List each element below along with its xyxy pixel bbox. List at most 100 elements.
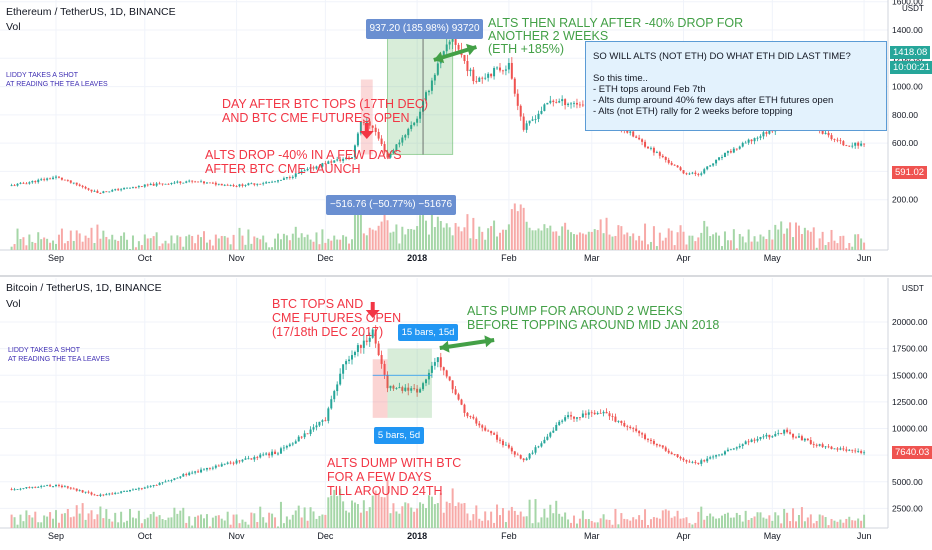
btc-volume-bar bbox=[496, 504, 499, 528]
eth-candle bbox=[253, 183, 256, 185]
btc-candle bbox=[117, 492, 120, 494]
btc-volume-bar bbox=[561, 516, 564, 528]
btc-volume-bar bbox=[114, 512, 117, 528]
btc-volume-bar bbox=[667, 510, 670, 528]
btc-candle bbox=[324, 420, 327, 422]
eth-candle bbox=[655, 152, 658, 153]
btc-candle bbox=[439, 357, 442, 368]
btc-candle bbox=[75, 488, 78, 491]
btc-candle bbox=[833, 448, 836, 450]
btc-month-label: 2018 bbox=[407, 531, 427, 541]
eth-candle bbox=[262, 183, 265, 185]
eth-volume-bar bbox=[40, 239, 43, 250]
eth-volume-bar bbox=[670, 230, 673, 250]
btc-volume-bar bbox=[664, 509, 667, 528]
btc-volume-bar bbox=[214, 515, 217, 528]
eth-volume-bar bbox=[510, 209, 513, 250]
btc-candle bbox=[797, 436, 800, 438]
eth-volume-bar bbox=[735, 248, 738, 250]
eth-volume-bar bbox=[223, 236, 226, 250]
btc-volume-bar bbox=[564, 512, 567, 528]
btc-volume-bar bbox=[395, 511, 398, 528]
btc-month-label: Oct bbox=[138, 531, 153, 541]
btc-volume-bar bbox=[49, 512, 52, 528]
btc-volume-bar bbox=[652, 517, 655, 528]
btc-candle bbox=[478, 423, 481, 426]
eth-month-label: 2018 bbox=[407, 253, 427, 263]
btc-volume-bar bbox=[584, 519, 587, 528]
eth-candle bbox=[436, 63, 439, 75]
eth-volume-bar bbox=[842, 235, 845, 250]
eth-volume-bar bbox=[208, 239, 211, 250]
eth-volume-bar bbox=[578, 232, 581, 250]
eth-volume-bar bbox=[238, 227, 241, 250]
btc-candle bbox=[149, 485, 152, 487]
bottom-axis-currency: USDT bbox=[902, 284, 924, 293]
btc-volume-bar bbox=[158, 515, 161, 528]
btc-volume-bar bbox=[25, 510, 28, 528]
eth-candle bbox=[504, 69, 507, 71]
eth-candle bbox=[37, 179, 40, 183]
eth-volume-bar bbox=[16, 228, 19, 250]
eth-volume-bar bbox=[691, 235, 694, 250]
btc-volume-bar bbox=[519, 511, 522, 528]
btc-candle bbox=[126, 491, 129, 492]
eth-month-label: Mar bbox=[584, 253, 600, 263]
eth-candle bbox=[173, 182, 176, 184]
btc-volume-bar bbox=[587, 519, 590, 528]
eth-volume-bar bbox=[282, 233, 285, 250]
btc-candle bbox=[90, 492, 93, 495]
eth-candle bbox=[194, 181, 197, 183]
eth-volume-bar bbox=[46, 238, 49, 250]
eth-volume-bar bbox=[75, 230, 78, 250]
btc-candle bbox=[356, 345, 359, 352]
eth-volume-bar bbox=[448, 227, 451, 250]
eth-volume-bar bbox=[632, 233, 635, 250]
btc-candle bbox=[217, 465, 220, 467]
btc-candle bbox=[40, 486, 43, 487]
eth-volume-bar bbox=[528, 227, 531, 250]
btc-volume-bar bbox=[854, 520, 857, 528]
eth-candle bbox=[120, 189, 123, 191]
btc-volume-bar bbox=[427, 495, 430, 528]
eth-candle bbox=[155, 183, 158, 186]
btc-volume-bar bbox=[475, 505, 478, 528]
btc-volume-bar bbox=[131, 517, 134, 528]
eth-candle bbox=[531, 119, 534, 121]
eth-candle bbox=[481, 77, 484, 79]
btc-volume-bar bbox=[792, 508, 795, 528]
btc-candle bbox=[235, 460, 238, 464]
eth-volume-bar bbox=[475, 239, 478, 250]
btc-candle bbox=[13, 489, 16, 491]
btc-candle bbox=[641, 433, 644, 435]
eth-volume-bar bbox=[501, 229, 504, 250]
btc-volume-bar bbox=[738, 514, 741, 528]
eth-volume-bar bbox=[353, 208, 356, 250]
eth-month-label: Feb bbox=[501, 253, 517, 263]
btc-volume-bar bbox=[525, 516, 528, 528]
eth-candle bbox=[386, 152, 389, 158]
eth-volume-bar bbox=[318, 244, 321, 250]
eth-candle bbox=[543, 104, 546, 111]
btc-candle bbox=[457, 394, 460, 400]
eth-candle bbox=[863, 143, 866, 145]
eth-candle bbox=[632, 131, 635, 137]
eth-volume-bar bbox=[377, 225, 380, 250]
eth-volume-bar bbox=[797, 225, 800, 250]
btc-volume-bar bbox=[558, 513, 561, 528]
eth-volume-bar bbox=[158, 246, 161, 250]
btc-candle bbox=[55, 485, 57, 487]
btc-volume-bar bbox=[140, 523, 143, 528]
btc-candle bbox=[442, 367, 445, 371]
eth-volume-bar bbox=[404, 234, 407, 250]
eth-volume-bar bbox=[442, 227, 445, 250]
eth-volume-bar bbox=[590, 231, 593, 250]
eth-candle bbox=[472, 69, 475, 82]
btc-candle bbox=[504, 444, 507, 446]
eth-volume-bar bbox=[839, 236, 842, 250]
btc-candle bbox=[46, 485, 49, 487]
btc-candle bbox=[134, 489, 137, 491]
btc-volume-bar bbox=[96, 514, 99, 528]
btc-candle bbox=[277, 453, 279, 455]
eth-candle bbox=[380, 138, 383, 145]
